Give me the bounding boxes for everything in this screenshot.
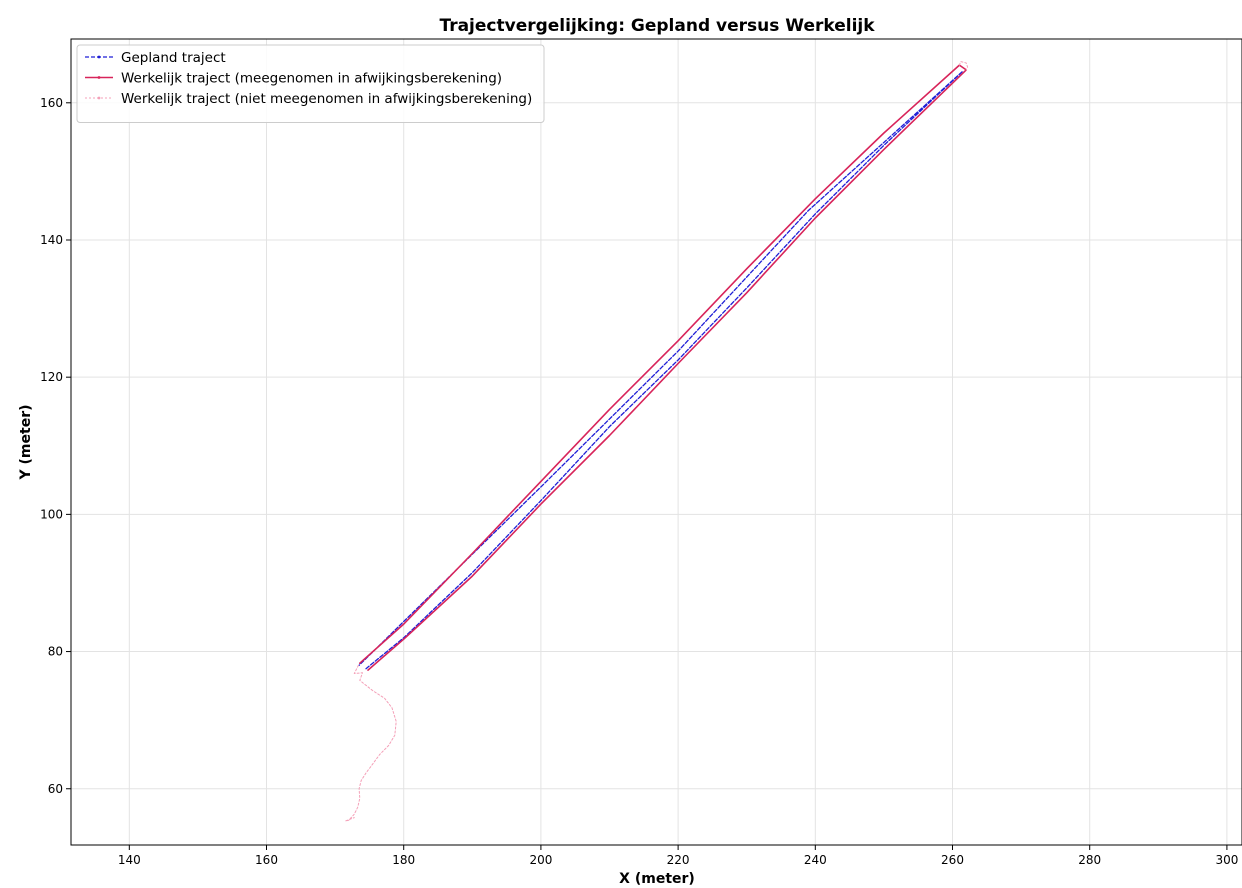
legend-marker <box>97 96 101 100</box>
legend-box <box>76 44 545 123</box>
x-tick-label: 260 <box>941 853 964 867</box>
legend: Gepland traject Werkelijk traject (meegen… <box>76 44 545 123</box>
y-axis-label: Y (meter) <box>18 405 34 481</box>
legend-marker <box>97 55 101 59</box>
grid-lines <box>71 39 1242 845</box>
x-tick-label: 300 <box>1215 853 1238 867</box>
legend-marker <box>97 76 101 79</box>
axes-frame <box>70 38 1242 846</box>
axis-ticks: 140 160 180 200 220 240 260 280 300 60 80 100 120 140… <box>40 96 1238 867</box>
x-tick-label: 200 <box>529 853 552 867</box>
x-axis-label: X (meter) <box>619 871 695 887</box>
x-tick-label: 180 <box>392 853 415 867</box>
y-tick-label: 60 <box>48 782 63 796</box>
plot-area <box>344 61 969 822</box>
legend-label: Werkelijk traject (niet meegenomen in af… <box>121 91 532 107</box>
y-tick-label: 160 <box>40 96 63 110</box>
legend-label: Werkelijk traject (meegenomen in afwijki… <box>121 71 502 87</box>
x-tick-label: 240 <box>804 853 827 867</box>
chart-title: Trajectvergelijking: Gepland versus Werk… <box>439 16 875 36</box>
y-tick-label: 120 <box>40 370 63 384</box>
series-line-0 <box>358 70 964 670</box>
y-tick-label: 140 <box>40 233 63 247</box>
x-tick-label: 160 <box>255 853 278 867</box>
series-line-1 <box>358 64 968 671</box>
x-tick-label: 280 <box>1078 853 1101 867</box>
x-tick-label: 220 <box>667 853 690 867</box>
series-line-2 <box>344 664 397 822</box>
y-tick-label: 80 <box>48 645 63 659</box>
y-tick-label: 100 <box>40 507 63 521</box>
x-tick-label: 140 <box>118 853 141 867</box>
legend-label: Gepland traject <box>121 50 226 66</box>
series-line-3 <box>958 61 969 71</box>
